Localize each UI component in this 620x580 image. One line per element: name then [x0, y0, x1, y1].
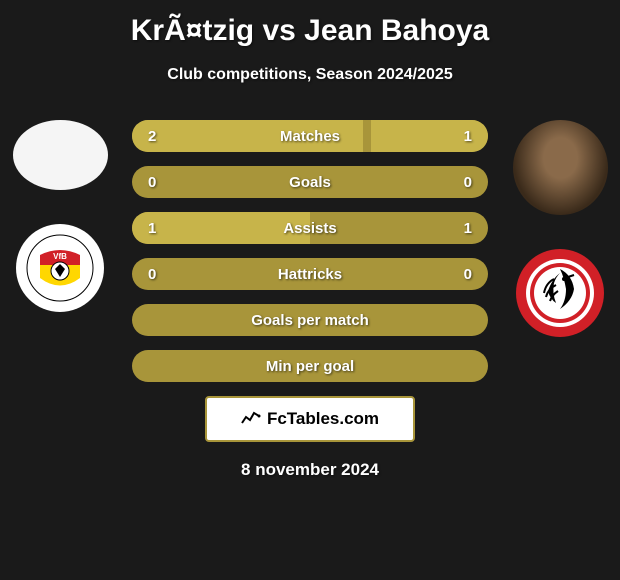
stats-column: 2 Matches 1 0 Goals 0 1 Assists 1 0 Hattricks 0 Goal…: [120, 120, 500, 382]
player-left-photo: [13, 120, 108, 190]
svg-text:VfB: VfB: [53, 252, 67, 261]
stat-value-right: 0: [464, 174, 472, 191]
stat-label: Goals per match: [251, 312, 369, 329]
comparison-row: VfB 2Matches10Goals01Assists10Hattricks0…: [0, 120, 620, 382]
date-text: 8 november 2024: [0, 460, 620, 480]
club-right-logo: [516, 249, 604, 337]
subtitle: Club competitions, Season 2024/2025: [0, 66, 620, 84]
stat-value-right: 1: [464, 220, 472, 237]
branding-badge[interactable]: FcTables.com: [205, 396, 415, 442]
club-left-logo: VfB: [16, 224, 104, 312]
stat-value-left: 2: [148, 128, 156, 145]
stat-value-left: 1: [148, 220, 156, 237]
player-left-column: VfB: [0, 120, 120, 312]
stat-value-right: 1: [464, 128, 472, 145]
stat-bar: 0 Goals 0: [132, 166, 488, 198]
stat-label: Hattricks: [278, 266, 342, 283]
stat-label: Goals: [289, 174, 331, 191]
stat-bar: 0 Hattricks 0: [132, 258, 488, 290]
stat-label: Assists: [283, 220, 336, 237]
player-right-column: [500, 120, 620, 337]
stat-value-left: 0: [148, 266, 156, 283]
stat-bar: 1 Assists 1: [132, 212, 488, 244]
stat-value-right: 0: [464, 266, 472, 283]
stat-bar: Min per goal: [132, 350, 488, 382]
eintracht-frankfurt-icon: [516, 249, 604, 337]
vfb-stuttgart-icon: VfB: [25, 233, 95, 303]
chart-icon: [241, 409, 261, 430]
stat-label: Min per goal: [266, 358, 354, 375]
stat-label: Matches: [280, 128, 340, 145]
stat-value-left: 0: [148, 174, 156, 191]
page-title: KrÃ¤tzig vs Jean Bahoya: [0, 0, 620, 48]
branding-text: FcTables.com: [267, 409, 379, 429]
stat-bar: Goals per match: [132, 304, 488, 336]
stat-bar: 2 Matches 1: [132, 120, 488, 152]
player-right-photo: [513, 120, 608, 215]
